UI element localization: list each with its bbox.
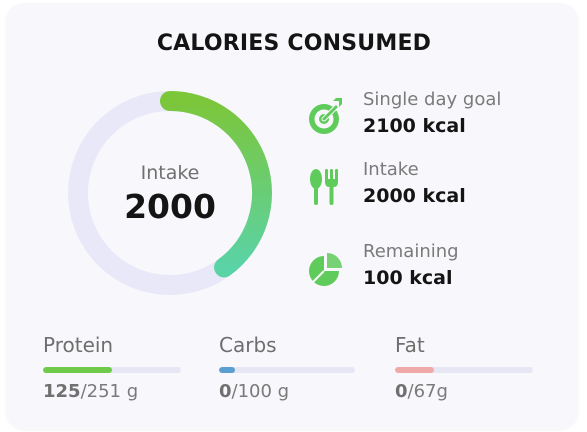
stat-label: Remaining: [363, 241, 459, 262]
macro-protein: Protein 125/251 g: [43, 333, 183, 413]
macro-label: Carbs: [219, 333, 277, 357]
macro-label: Fat: [395, 333, 425, 357]
macro-progress-track: [43, 367, 181, 373]
macro-amount: 125/251 g: [43, 381, 138, 402]
pie-chart-icon: [309, 253, 342, 286]
macro-fat: Fat 0/67g: [395, 333, 535, 413]
macro-consumed: 0: [219, 381, 232, 402]
ring-progress-arc: [160, 91, 272, 278]
stat-remaining: Remaining 100 kcal: [306, 241, 566, 297]
card-title: CALORIES CONSUMED: [156, 31, 432, 56]
macro-carbs: Carbs 0/100 g: [219, 333, 359, 413]
stat-single-day-goal: Single day goal 2100 kcal: [306, 89, 566, 145]
macro-total: /67g: [407, 381, 448, 402]
target-icon: [309, 98, 342, 134]
macro-progress-fill: [395, 367, 434, 373]
calories-card: CALORIES CONSUMED Intake 2000 Single day…: [6, 3, 578, 429]
macro-label: Protein: [43, 333, 114, 357]
stat-value: 100 kcal: [363, 267, 453, 289]
stat-label: Single day goal: [363, 89, 502, 110]
stat-value: 2100 kcal: [363, 115, 466, 137]
macro-progress-track: [219, 367, 355, 373]
macro-progress-track: [395, 367, 533, 373]
stat-intake: Intake 2000 kcal: [306, 159, 566, 215]
stat-label: Intake: [363, 159, 419, 180]
macro-total: /100 g: [231, 381, 290, 402]
ring-center-label: Intake: [140, 162, 200, 184]
stat-value: 2000 kcal: [363, 185, 466, 207]
fork-knife-icon: [310, 169, 338, 205]
macro-total: /251 g: [80, 381, 139, 402]
intake-ring: Intake 2000: [64, 87, 276, 299]
ring-chart: [68, 91, 272, 295]
macro-consumed: 0: [395, 381, 408, 402]
macro-progress-fill: [219, 367, 236, 373]
macro-consumed: 125: [43, 381, 81, 402]
macro-amount: 0/100 g: [219, 381, 289, 402]
macro-progress-fill: [43, 367, 112, 373]
macro-amount: 0/67g: [395, 381, 448, 402]
ring-center-value: 2000: [124, 187, 216, 226]
